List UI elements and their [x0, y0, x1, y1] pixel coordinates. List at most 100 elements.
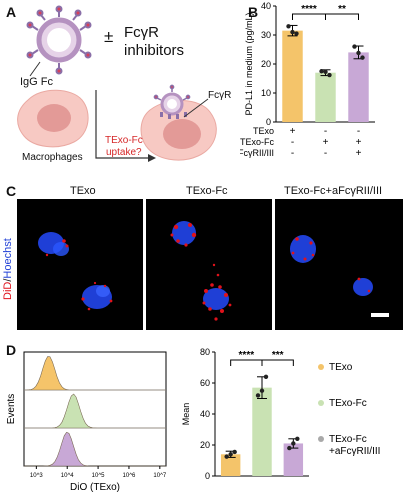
significance-bracket: [325, 13, 359, 20]
y-tick-label: 40: [261, 1, 271, 11]
hoechst-label: Hoechst: [2, 238, 14, 279]
x-tick-label: 10^5: [92, 473, 105, 479]
condition-mark: +: [290, 126, 296, 137]
significance-bracket: [261, 359, 294, 366]
igg-fc-label: IgG Fc: [20, 76, 54, 88]
condition-mark: -: [291, 137, 294, 148]
bar: [348, 52, 369, 122]
data-point: [356, 50, 361, 56]
condition-mark: -: [357, 126, 360, 137]
y-tick-label: 40: [200, 409, 210, 419]
condition-mark: +: [356, 137, 362, 148]
y-axis-label: PD-L1 in medium (pg/mL): [244, 12, 254, 115]
condition-row-label: aFcγRII/III: [240, 148, 274, 158]
legend-marker: [318, 364, 324, 370]
scale-bar: [371, 313, 389, 317]
plus-minus-symbol: ±: [104, 27, 114, 46]
significance-label: ****: [301, 4, 317, 15]
uptake-question-line1: TExo-Fc: [105, 135, 143, 146]
micrograph-side-label: DiD/Hoechst: [2, 238, 14, 300]
uptake-arrow-icon: [95, 90, 156, 162]
condition-mark: -: [324, 148, 327, 159]
x-axis-label: DiO (TExo): [70, 482, 120, 493]
y-axis-label: Mean: [181, 403, 191, 426]
y-tick-label: 30: [261, 30, 271, 40]
micrograph-title-3: TExo-Fc+aFcγRII/III: [284, 185, 383, 197]
fcgr-label: FcγR: [208, 90, 232, 101]
x-tick-label: 10^3: [30, 473, 43, 479]
data-point: [255, 393, 261, 398]
histogram-curve: [24, 431, 166, 467]
data-point: [232, 449, 237, 455]
micrograph-texo-fc: [146, 199, 272, 330]
data-point: [352, 44, 357, 49]
macrophage-icon: [17, 89, 89, 148]
micrograph-texo-fc-inhibitor: [275, 199, 403, 330]
uptake-question-line2: uptake?: [106, 147, 142, 158]
macrophage-bound-icon: [140, 84, 217, 161]
histogram-curve: [24, 393, 166, 429]
legend-marker: [318, 436, 324, 442]
label-separator: /: [2, 278, 14, 282]
data-point: [291, 441, 296, 446]
panel-a-letter: A: [6, 4, 17, 20]
x-tick-label: 10^4: [61, 473, 74, 479]
x-tick-label: 10^7: [153, 473, 166, 479]
data-point: [259, 388, 265, 393]
bar: [315, 72, 336, 122]
condition-row-label: TExo-Fc: [240, 137, 274, 147]
condition-row-label: TExo: [253, 126, 274, 136]
legend-marker: [318, 400, 324, 406]
condition-mark: -: [324, 126, 327, 137]
y-tick-label: 20: [200, 440, 210, 450]
y-tick-label: 20: [261, 59, 271, 69]
x-tick-label: 10^6: [123, 473, 136, 479]
legend-label: TExo-Fc: [329, 398, 367, 409]
significance-label: ****: [239, 350, 255, 361]
data-point: [360, 55, 365, 60]
data-point: [290, 29, 295, 35]
macrophages-label: Macrophages: [22, 152, 83, 163]
bar: [252, 387, 272, 476]
y-tick-label: 0: [205, 471, 210, 481]
y-axis-label: Events: [6, 394, 17, 425]
exosome-icon: [26, 5, 92, 75]
data-point: [319, 69, 324, 74]
legend-label-line1: TExo-Fc: [329, 434, 367, 445]
micrograph-title-2: TExo-Fc: [186, 185, 228, 197]
data-point: [327, 72, 332, 78]
legend-label-line2: +aFcγRII/III: [329, 446, 380, 457]
data-point: [286, 24, 291, 29]
data-point: [228, 452, 233, 457]
inhibitor-label-line1: FcγR: [124, 24, 159, 41]
data-point: [295, 436, 300, 441]
panel-d-letter: D: [6, 342, 17, 358]
did-label: DiD: [2, 281, 14, 300]
histogram-curve: [24, 356, 166, 391]
significance-label: **: [338, 4, 346, 15]
significance-label: ***: [272, 350, 284, 361]
micrograph-texo: [17, 199, 143, 330]
data-point: [287, 445, 292, 451]
data-point: [323, 69, 328, 75]
bar: [282, 30, 303, 122]
panel-b-letter: B: [248, 4, 259, 20]
data-point: [263, 374, 269, 379]
data-point: [224, 454, 229, 459]
y-tick-label: 0: [266, 117, 271, 127]
data-point: [294, 31, 299, 36]
y-tick-label: 60: [200, 378, 210, 388]
condition-mark: +: [356, 148, 362, 159]
inhibitor-label-line2: inhibitors: [124, 42, 185, 59]
panel-d-flow-histogram: 10^3 10^4 10^5 10^6 10^7 DiO (TExo) Events: [6, 351, 167, 493]
y-tick-label: 80: [200, 347, 210, 357]
panel-c-letter: C: [6, 183, 17, 199]
panel-a-schematic: [17, 5, 217, 162]
micrograph-title-1: TExo: [70, 185, 96, 197]
y-tick-label: 10: [261, 88, 271, 98]
bar: [220, 454, 241, 476]
condition-mark: -: [291, 148, 294, 159]
bar: [283, 443, 304, 476]
